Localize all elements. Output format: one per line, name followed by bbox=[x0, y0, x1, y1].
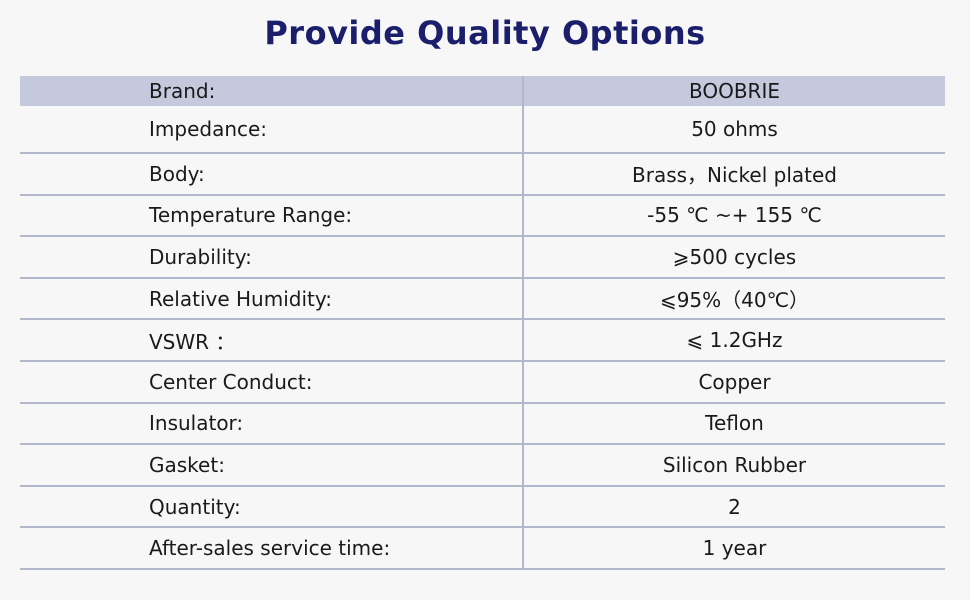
spec-label: Brand: bbox=[20, 76, 524, 106]
spec-label: Relative Humidity: bbox=[20, 278, 524, 319]
spec-label: Impedance: bbox=[20, 106, 524, 152]
spec-value: Copper bbox=[698, 369, 771, 394]
spec-label: Insulator: bbox=[20, 403, 524, 444]
page-title: Provide Quality Options bbox=[264, 14, 706, 52]
spec-label: Temperature Range: bbox=[20, 195, 524, 236]
table-row: Insulator: Teflon bbox=[20, 403, 945, 446]
spec-label: Quantity: bbox=[20, 486, 524, 527]
spec-label: Body: bbox=[20, 154, 524, 194]
spec-value: 50 ohms bbox=[691, 117, 778, 141]
table-row: Relative Humidity: ⩽95%（40℃） bbox=[20, 278, 945, 321]
spec-value: Brass，Nickel plated bbox=[632, 163, 837, 188]
spec-label: After-sales service time: bbox=[20, 528, 524, 568]
spec-label: Center Conduct: bbox=[20, 361, 524, 402]
spec-value: -55 ℃ ~+ 155 ℃ bbox=[647, 203, 822, 228]
table-row: Impedance: 50 ohms bbox=[20, 106, 945, 154]
table-row: After-sales service time: 1 year bbox=[20, 528, 945, 570]
table-row: Gasket: Silicon Rubber bbox=[20, 445, 945, 487]
table-row: Body: Brass，Nickel plated bbox=[20, 154, 945, 196]
spec-label: Durability: bbox=[20, 237, 524, 277]
spec-value: 1 year bbox=[702, 536, 767, 561]
table-row: Center Conduct: Copper bbox=[20, 361, 945, 404]
table-row: Temperature Range: -55 ℃ ~+ 155 ℃ bbox=[20, 195, 945, 238]
table-row: Durability: ⩾500 cycles bbox=[20, 237, 945, 279]
table-row: VSWR ： ⩽ 1.2GHz bbox=[20, 320, 945, 362]
spec-table: Brand: BOOBRIE Impedance: 50 ohms Body: Brass… bbox=[20, 76, 945, 570]
spec-value: Teflon bbox=[705, 411, 764, 436]
spec-label: VSWR ： bbox=[20, 320, 524, 360]
spec-value: ⩾500 cycles bbox=[672, 244, 797, 269]
table-row: Quantity: 2 bbox=[20, 486, 945, 529]
spec-value: 2 bbox=[728, 494, 741, 519]
spec-value: Silicon Rubber bbox=[662, 452, 807, 477]
spec-value: ⩽ 1.2GHz bbox=[686, 328, 783, 353]
spec-label: Gasket: bbox=[20, 445, 524, 485]
spec-value: ⩽95%（40℃） bbox=[659, 288, 810, 313]
spec-value: BOOBRIE bbox=[688, 79, 780, 103]
table-header-row: Brand: BOOBRIE bbox=[20, 76, 945, 106]
